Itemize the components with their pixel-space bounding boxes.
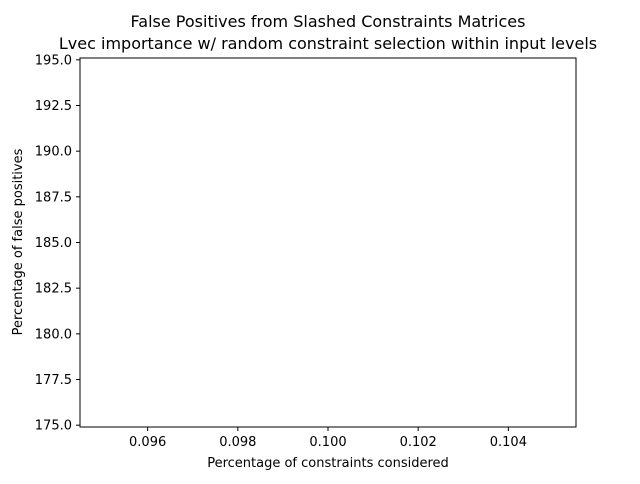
- x-tick-label: 0.096: [129, 435, 166, 450]
- chart-title: False Positives from Slashed Constraints…: [131, 12, 526, 31]
- x-tick-label: 0.102: [400, 435, 437, 450]
- plot-area-frame: [79, 57, 577, 428]
- x-tick-label: 0.104: [490, 435, 527, 450]
- y-tick-label: 175.0: [35, 419, 72, 434]
- y-tick-label: 185.0: [35, 236, 72, 251]
- y-tick-label: 190.0: [35, 145, 72, 160]
- y-tick-label: 192.5: [35, 99, 72, 114]
- y-axis-ticks: 175.0 177.5 180.0 182.5 185.0 187.5 190.0 192.5…: [35, 53, 80, 434]
- x-axis-ticks: 0.096 0.098 0.100 0.102 0.104: [129, 427, 527, 450]
- y-tick-label: 182.5: [35, 282, 72, 297]
- x-tick-label: 0.098: [219, 435, 256, 450]
- y-tick-label: 180.0: [35, 327, 72, 342]
- y-axis-label: Percentage of false positives: [11, 148, 26, 335]
- chart-subtitle: Lvec importance w/ random constraint sel…: [59, 34, 597, 53]
- x-tick-label: 0.100: [309, 435, 346, 450]
- y-tick-label: 177.5: [35, 373, 72, 388]
- x-axis-label: Percentage of constraints considered: [207, 456, 449, 471]
- y-tick-label: 195.0: [35, 53, 72, 68]
- y-tick-label: 187.5: [35, 190, 72, 205]
